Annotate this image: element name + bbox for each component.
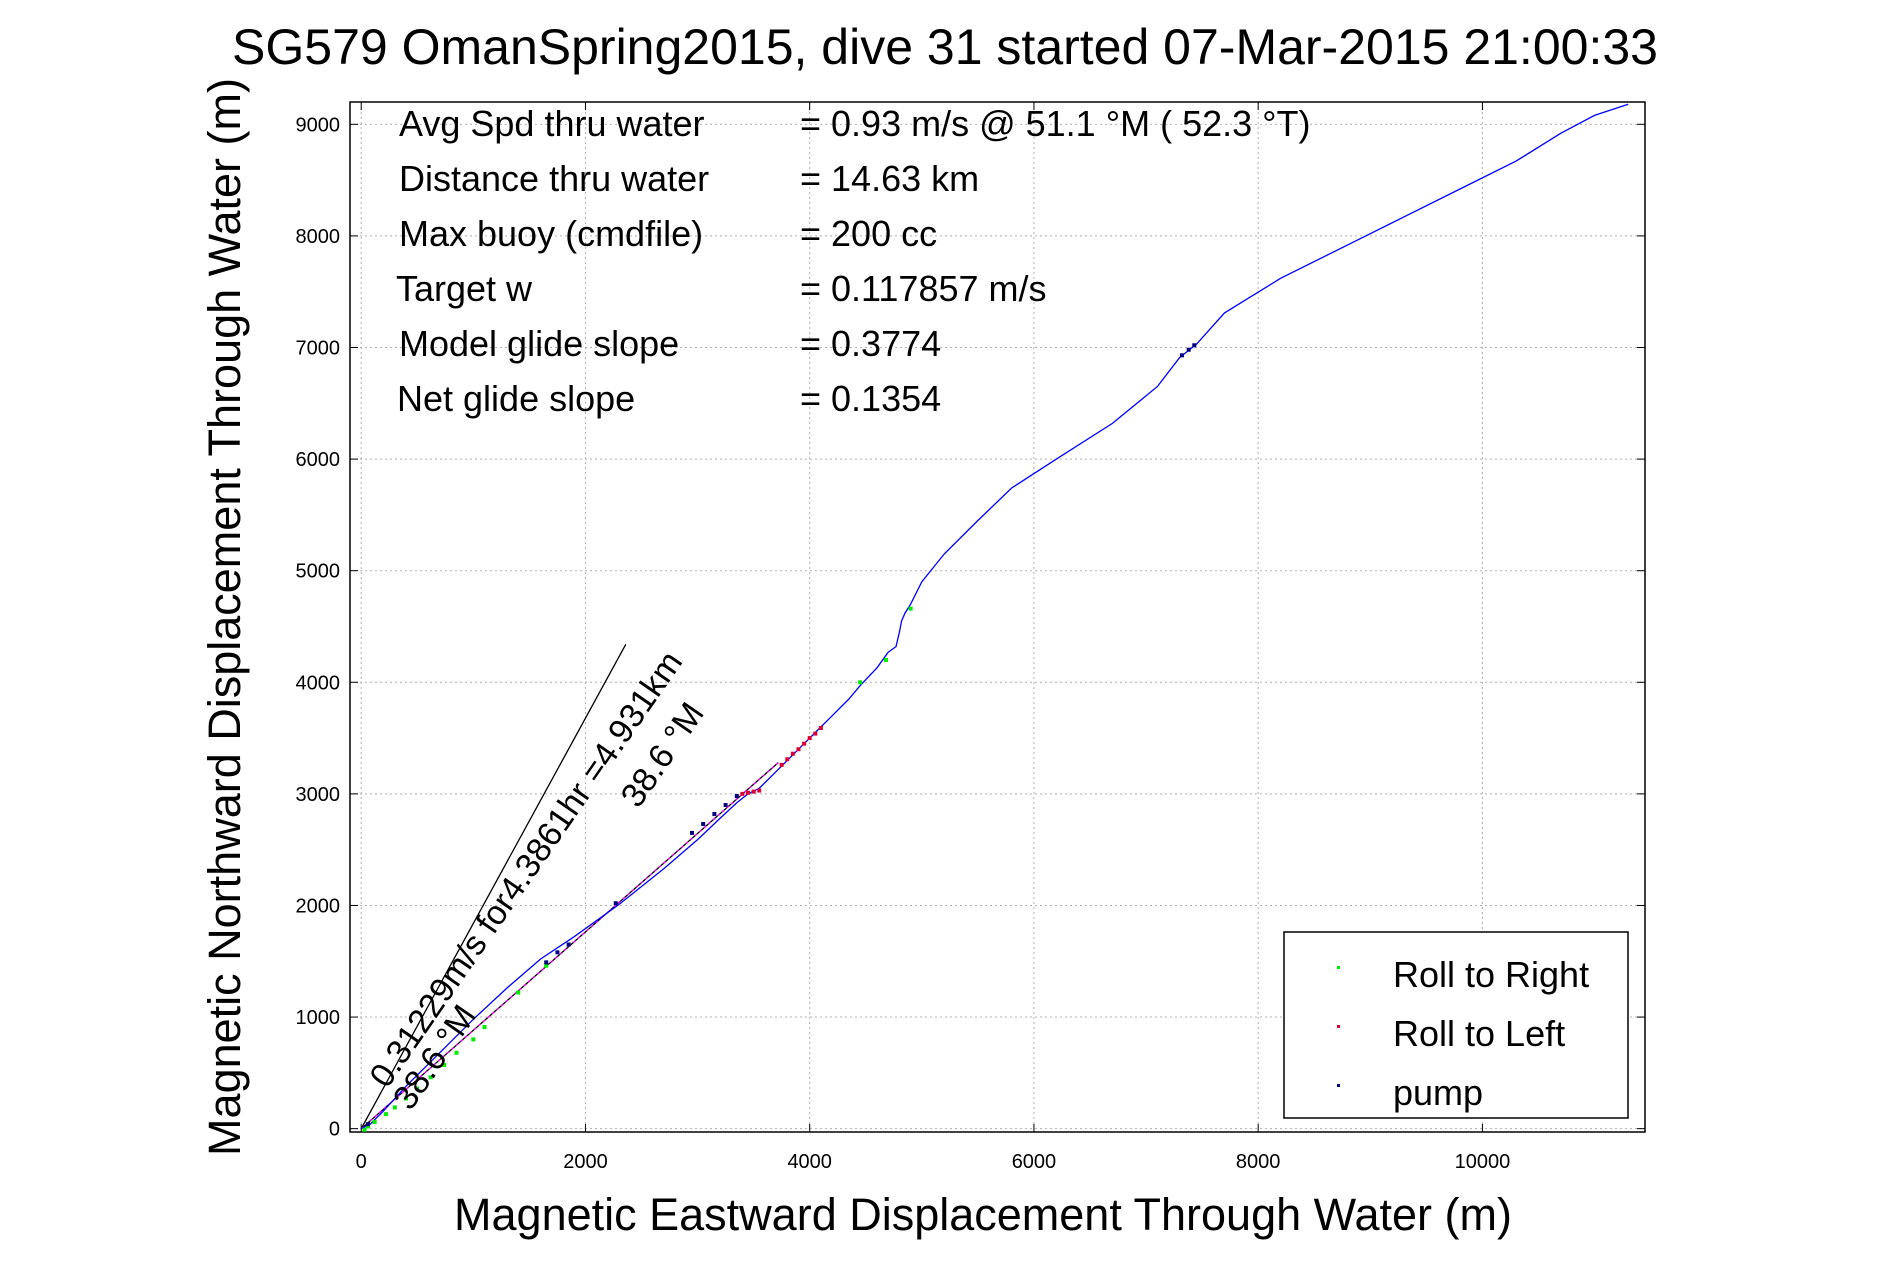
annotations: 0.31229m/s for4.3861hr =4.931km 38.6 °M …	[362, 644, 711, 1116]
y-tick-label: 6000	[296, 449, 341, 471]
roll-to-left-point	[818, 726, 823, 731]
stat-value: = 14.63 km	[800, 158, 979, 199]
model-line	[360, 643, 627, 1130]
stat-value: = 200 cc	[800, 213, 937, 254]
speed-annotation: 0.31229m/s for4.3861hr =4.931km	[362, 644, 690, 1094]
pump-point	[566, 942, 571, 947]
roll-to-left-point	[740, 791, 745, 796]
stat-label: Net glide slope	[397, 378, 635, 419]
pump-point	[701, 822, 706, 827]
pump-point	[555, 950, 560, 955]
stat-value: = 0.3774	[800, 323, 941, 364]
plot-frame	[349, 101, 1646, 1133]
roll-to-right-point	[428, 1075, 433, 1080]
legend-label-roll-right: Roll to Right	[1393, 954, 1589, 995]
y-tick-label: 2000	[296, 895, 341, 917]
roll-to-right-point	[442, 1063, 447, 1068]
pump-point	[613, 901, 618, 906]
stat-label: Target w	[396, 268, 533, 309]
grid	[350, 102, 1645, 1132]
legend-marker-roll-left	[1337, 1025, 1340, 1028]
y-tick-label: 3000	[296, 784, 341, 806]
plot-markers	[362, 343, 1197, 1132]
axis-ticks: 0 2000 4000 6000 8000 10000 0 1000 2000 3000 4000 5…	[296, 102, 1645, 1173]
chart-title: SG579 OmanSpring2015, dive 31 started 07…	[232, 19, 1658, 75]
roll-to-left-point	[796, 747, 801, 752]
roll-to-left-point	[785, 757, 790, 762]
stat-value: = 0.93 m/s @ 51.1 °M ( 52.3 °T)	[800, 103, 1311, 144]
y-tick-label: 5000	[296, 561, 341, 583]
stat-label: Max buoy (cmdfile)	[399, 213, 703, 254]
roll-to-right-point	[362, 1127, 367, 1132]
pump-point	[734, 794, 739, 799]
pump-point	[723, 803, 728, 808]
track-line	[360, 103, 1629, 1130]
roll-to-right-point	[544, 963, 549, 968]
x-tick-label: 0	[356, 1151, 367, 1173]
legend-label-roll-left: Roll to Left	[1393, 1013, 1565, 1054]
pump-point	[1179, 353, 1184, 358]
roll-to-right-point	[883, 657, 888, 662]
x-tick-label: 2000	[563, 1151, 608, 1173]
legend: Roll to Right Roll to Left pump	[1283, 931, 1629, 1119]
roll-to-left-point	[802, 741, 807, 746]
pump-point	[1192, 343, 1197, 348]
stat-value: = 0.1354	[800, 378, 941, 419]
stats-block: Avg Spd thru water = 0.93 m/s @ 51.1 °M …	[396, 103, 1311, 419]
roll-to-right-point	[454, 1050, 459, 1055]
stat-label: Avg Spd thru water	[399, 103, 705, 144]
roll-to-left-point	[813, 731, 818, 736]
y-tick-label: 9000	[296, 114, 341, 136]
pump-point	[689, 830, 694, 835]
y-axis-label: Magnetic Northward Displacement Through …	[199, 78, 250, 1156]
y-tick-label: 7000	[296, 338, 341, 360]
roll-to-left-point	[779, 762, 784, 767]
legend-box	[1283, 931, 1629, 1119]
roll-to-right-point	[858, 680, 863, 685]
roll-to-right-point	[415, 1086, 420, 1091]
pump-point	[1186, 347, 1191, 352]
roll-to-right-point	[482, 1025, 487, 1030]
stat-label: Distance thru water	[399, 158, 709, 199]
x-tick-label: 8000	[1236, 1151, 1281, 1173]
roll-to-left-point	[790, 751, 795, 756]
roll-to-right-point	[908, 606, 913, 611]
y-tick-label: 8000	[296, 226, 341, 248]
x-tick-label: 10000	[1455, 1151, 1511, 1173]
legend-marker-pump	[1337, 1084, 1340, 1087]
roll-to-left-point	[746, 790, 751, 795]
roll-to-left-point	[751, 789, 756, 794]
legend-marker-roll-right	[1337, 966, 1340, 969]
stat-value: = 0.117857 m/s	[800, 268, 1047, 309]
stat-label: Model glide slope	[399, 323, 679, 364]
y-tick-label: 1000	[296, 1007, 341, 1029]
pump-point	[712, 811, 717, 816]
x-axis-label: Magnetic Eastward Displacement Through W…	[454, 1189, 1512, 1240]
x-tick-label: 4000	[787, 1151, 832, 1173]
roll-to-right-point	[372, 1119, 377, 1124]
roll-to-left-point	[757, 788, 762, 793]
pump-point	[544, 960, 549, 965]
roll-to-right-point	[471, 1037, 476, 1042]
y-tick-label: 0	[329, 1119, 340, 1141]
legend-label-pump: pump	[1393, 1072, 1483, 1113]
roll-to-right-point	[404, 1096, 409, 1101]
roll-to-right-point	[392, 1105, 397, 1110]
roll-to-right-point	[516, 990, 521, 995]
roll-to-right-point	[383, 1112, 388, 1117]
roll-to-left-point	[807, 736, 812, 741]
pump-point	[365, 1122, 370, 1127]
x-tick-label: 6000	[1012, 1151, 1057, 1173]
roll-to-right-point	[365, 1124, 370, 1129]
y-tick-label: 4000	[296, 672, 341, 694]
